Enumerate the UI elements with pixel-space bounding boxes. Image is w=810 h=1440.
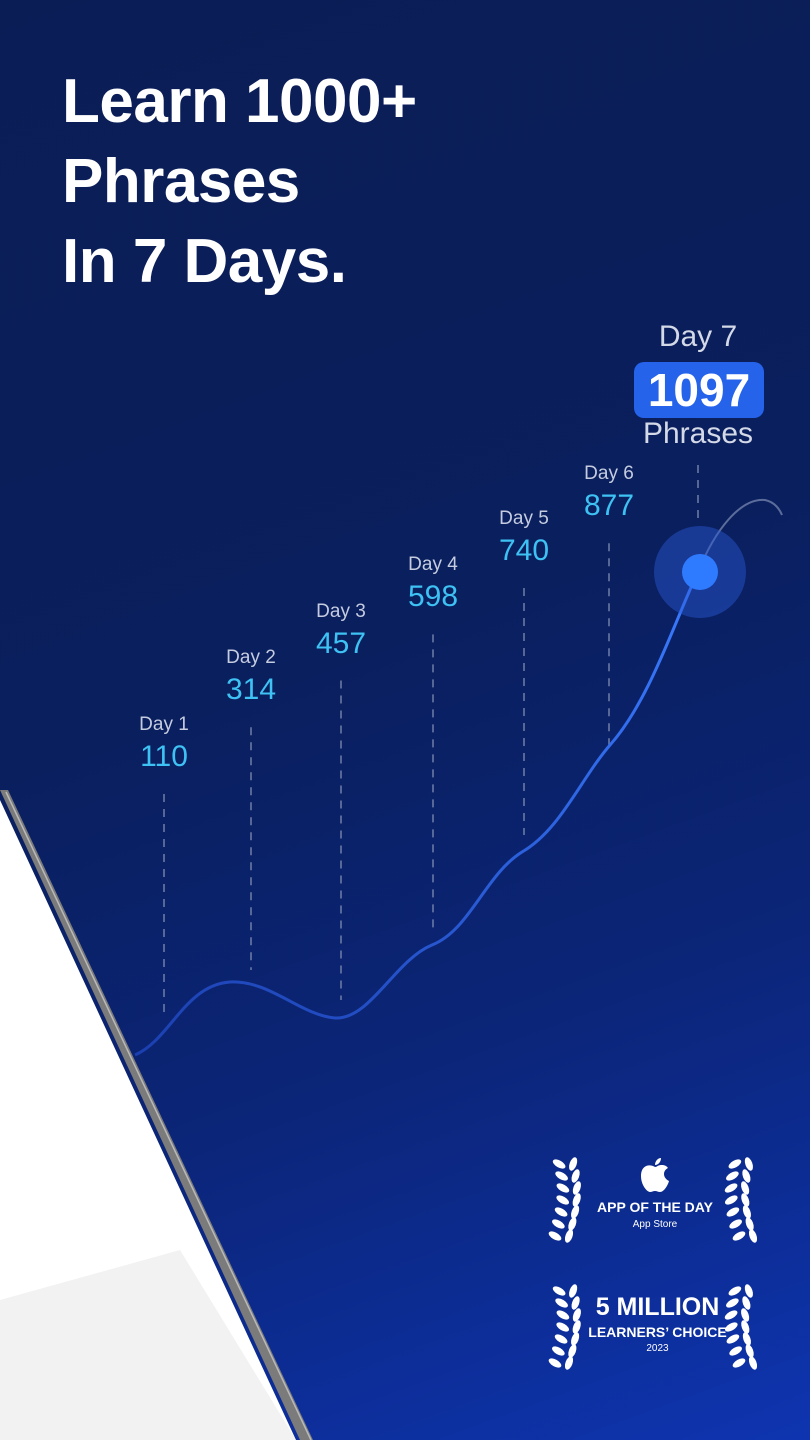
laurel-leaf	[571, 1332, 580, 1346]
day-label: Day 6	[584, 463, 634, 485]
laurel-leaf	[555, 1298, 568, 1308]
laurel-leaf	[741, 1308, 750, 1322]
laurel-leaf	[552, 1346, 565, 1356]
award-subtitle: App Store	[632, 1219, 678, 1230]
headline-line-3: In 7 Days.	[62, 227, 347, 296]
day-data-label: Day 6 877	[584, 463, 634, 523]
laurel-leaf	[554, 1207, 568, 1217]
laurel-leaf	[729, 1346, 742, 1356]
laurel-leaf	[732, 1358, 746, 1368]
day-label: Day 5	[499, 507, 549, 529]
laurel-leaf	[555, 1171, 568, 1181]
laurel-leaf	[556, 1183, 570, 1193]
day-value: 314	[225, 673, 277, 707]
day-data-label: Day 3 457	[316, 601, 366, 661]
award-subtitle: LEARNERS’ CHOICE	[588, 1324, 727, 1340]
headline: Learn 1000+ Phrases In 7 Days.	[62, 62, 417, 302]
laurel-leaf	[724, 1183, 738, 1193]
laurel-leaf	[726, 1298, 739, 1308]
day-value: 110	[140, 740, 188, 773]
headline-line-1: Learn 1000+	[62, 67, 417, 136]
laurel-leaf	[748, 1356, 758, 1370]
laurel-leaf	[552, 1286, 566, 1296]
day-value: 457	[315, 626, 367, 660]
laurel-leaf	[572, 1193, 581, 1207]
apple-logo-icon	[641, 1158, 669, 1192]
laurel-leaf	[726, 1334, 740, 1344]
laurel-leaf	[724, 1322, 738, 1332]
day-data-label: Day 1 110	[139, 714, 189, 774]
laurel-leaf	[742, 1205, 751, 1219]
laurel-leaf	[569, 1284, 578, 1298]
laurel-leaf	[741, 1320, 750, 1334]
laurel-leaf	[568, 1217, 577, 1231]
laurel-leaf	[564, 1229, 574, 1243]
laurel-leaf	[744, 1157, 753, 1171]
laurel-leaf	[548, 1358, 562, 1368]
laurel-leaf	[552, 1219, 565, 1229]
laurel-leaf	[569, 1157, 578, 1171]
laurel-leaf	[572, 1308, 581, 1322]
day-value: 877	[583, 489, 635, 523]
laurel-leaf	[556, 1322, 570, 1332]
laurel-leaf	[554, 1334, 568, 1344]
laurel-leaf	[729, 1219, 742, 1229]
laurel-leaf	[748, 1229, 758, 1243]
laurel-leaf	[726, 1207, 740, 1217]
learners-choice-award: 5 MILLION LEARNERS’ CHOICE 2023	[575, 1293, 740, 1354]
day7-unit: Phrases	[642, 417, 754, 450]
day-label: Day 4	[408, 554, 458, 576]
current-point	[682, 554, 718, 590]
day-label: Day 3	[316, 600, 366, 622]
laurel-leaf	[556, 1310, 570, 1320]
laurel-leaf	[564, 1356, 574, 1370]
laurel-leaf	[728, 1286, 742, 1296]
day-label: Day 1	[139, 714, 189, 735]
laurel-leaf	[726, 1171, 739, 1181]
laurel-leaf	[724, 1195, 738, 1205]
laurel-leaf	[741, 1193, 750, 1207]
laurel-leaf	[728, 1159, 742, 1169]
day7-value-badge: 1097	[634, 362, 764, 418]
laurel-leaf	[724, 1310, 738, 1320]
laurel-leaf	[742, 1169, 751, 1183]
progress-line-projection	[697, 498, 783, 573]
laurel-leaf	[571, 1169, 580, 1183]
award-year: 2023	[646, 1343, 669, 1354]
day-value: 598	[407, 580, 459, 614]
award-title: 5 MILLION	[595, 1293, 720, 1321]
laurel-leaf	[742, 1296, 751, 1310]
laurel-leaf	[732, 1231, 746, 1241]
laurel-leaf	[745, 1217, 754, 1231]
app-of-the-day-award: APP OF THE DAY App Store	[580, 1156, 730, 1230]
day7-label: Day 7	[658, 320, 738, 353]
laurel-leaf	[744, 1284, 753, 1298]
laurel-leaf	[548, 1231, 562, 1241]
day-data-label: Day 5 740	[499, 508, 549, 568]
day-data-label: Day 4 598	[408, 554, 458, 614]
award-title: APP OF THE DAY	[597, 1199, 713, 1215]
day-label: Day 2	[226, 647, 276, 669]
day-data-label: Day 2 314	[226, 647, 276, 707]
laurel-leaf	[552, 1159, 566, 1169]
laurel-leaf	[571, 1205, 580, 1219]
laurel-leaf	[742, 1332, 751, 1346]
laurel-leaf	[572, 1320, 581, 1334]
laurel-leaf	[556, 1195, 570, 1205]
laurel-leaf	[745, 1344, 754, 1358]
laurel-leaf	[568, 1344, 577, 1358]
headline-line-2: Phrases	[62, 147, 300, 216]
day-value: 740	[498, 533, 550, 567]
laurel-leaf	[571, 1296, 580, 1310]
laurel-leaf	[741, 1181, 750, 1195]
laurel-leaf	[572, 1181, 581, 1195]
